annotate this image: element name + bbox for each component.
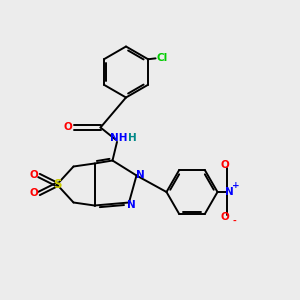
Text: O: O xyxy=(220,160,230,170)
Text: S: S xyxy=(53,178,61,191)
Text: N: N xyxy=(127,200,136,210)
Text: O: O xyxy=(29,188,38,199)
Text: N: N xyxy=(224,187,233,197)
Text: O: O xyxy=(29,170,38,181)
Text: O: O xyxy=(64,122,73,133)
Text: +: + xyxy=(232,182,239,190)
Text: N: N xyxy=(136,170,145,181)
Text: -: - xyxy=(232,217,236,226)
Text: H: H xyxy=(128,133,136,143)
Text: NH: NH xyxy=(110,133,127,143)
Text: Cl: Cl xyxy=(157,53,168,63)
Text: O: O xyxy=(220,212,230,223)
